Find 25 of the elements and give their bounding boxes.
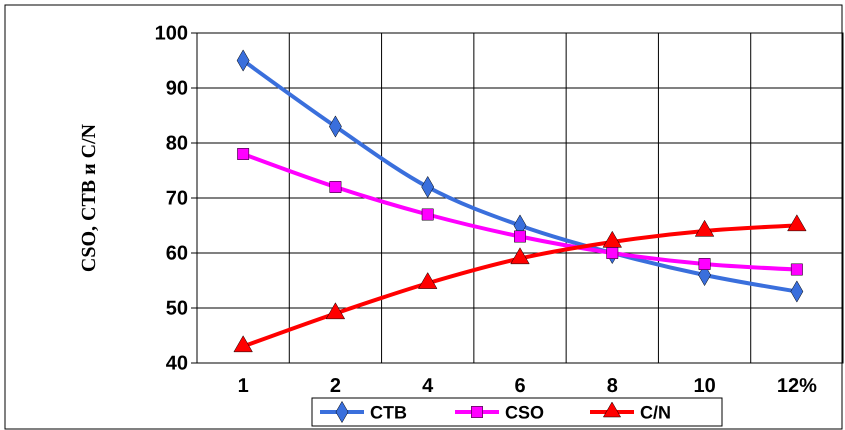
legend-label: CSO	[505, 402, 544, 422]
legend-label: CTB	[370, 402, 407, 422]
point	[422, 208, 434, 220]
y-tick-label: 60	[166, 242, 188, 264]
y-tick-label: 70	[166, 187, 188, 210]
point	[698, 258, 711, 270]
x-tick-label: 12%	[776, 375, 818, 397]
x-tick-label: 2	[330, 375, 341, 397]
legend-label: C/N	[640, 402, 671, 422]
y-tick-label: 50	[166, 297, 188, 320]
y-tick-label: 80	[166, 132, 188, 154]
point	[790, 264, 803, 276]
y-tick-label: 40	[166, 352, 188, 374]
point	[514, 230, 526, 242]
y-tick-label: 100	[154, 22, 188, 44]
y-axis-title: CSO, CTB и C/N	[78, 123, 100, 272]
x-tick-label: 10	[693, 375, 716, 397]
x-tick-label: 6	[514, 375, 526, 397]
x-tick-label: 1	[238, 375, 249, 397]
x-tick-label: 8	[606, 375, 618, 397]
point	[606, 247, 618, 259]
point	[329, 181, 342, 193]
y-tick-label: 90	[166, 77, 188, 100]
point	[237, 148, 250, 160]
x-tick-label: 4	[422, 375, 434, 397]
